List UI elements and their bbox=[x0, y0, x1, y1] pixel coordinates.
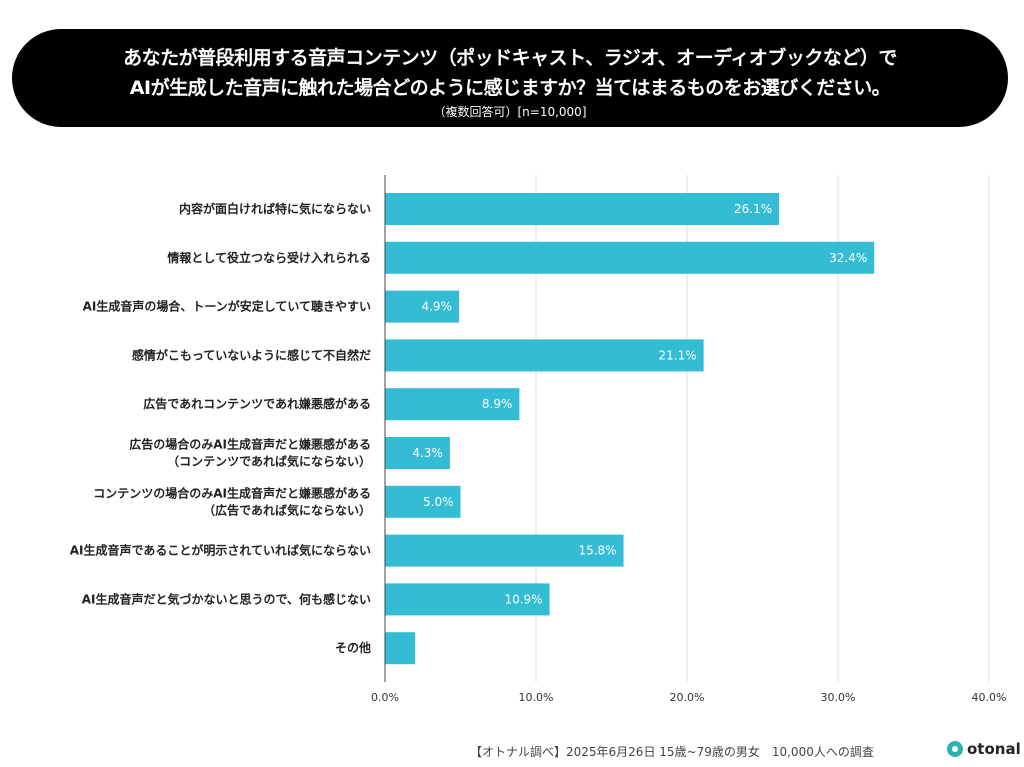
data-label: 10.9% bbox=[504, 592, 542, 606]
data-label: 4.3% bbox=[412, 446, 443, 460]
bar bbox=[385, 534, 624, 567]
bar bbox=[385, 193, 780, 225]
title-line-2: AIが生成した音声に触れた場合どのように感じますか？当てはまるものをお選びくださ… bbox=[129, 77, 891, 99]
source-note: 【オトナル調べ】2025年6月26日 15歳~79歳の男女 10,000人への調… bbox=[470, 745, 874, 759]
category-label: 内容が面白ければ特に気にならない bbox=[179, 201, 371, 216]
bar bbox=[385, 290, 459, 323]
category-label: （コンテンツであれば気にならない） bbox=[167, 454, 371, 469]
category-label: その他 bbox=[335, 640, 371, 655]
category-label: 感情がこもっていないように感じて不自然だ bbox=[132, 347, 371, 362]
x-tick-label: 0.0% bbox=[371, 691, 399, 704]
bar bbox=[385, 437, 450, 469]
title-subtitle: （複数回答可）[n=10,000] bbox=[433, 105, 587, 119]
data-label: 15.8% bbox=[578, 544, 616, 558]
logo-icon bbox=[947, 741, 963, 757]
x-tick-label: 40.0% bbox=[972, 691, 1007, 704]
category-label: コンテンツの場合のみAI生成音声だと嫌悪感がある bbox=[93, 485, 371, 500]
data-label: 5.0% bbox=[423, 495, 454, 509]
category-label: AI生成音声だと気づかないと思うので、何も感じない bbox=[82, 591, 371, 606]
data-label: 4.9% bbox=[421, 300, 452, 314]
bar bbox=[385, 241, 875, 274]
bar bbox=[385, 583, 550, 616]
bar bbox=[385, 485, 461, 518]
category-label: 広告の場合のみAI生成音声だと嫌悪感がある bbox=[129, 437, 371, 452]
logo-text: otonal bbox=[967, 740, 1021, 758]
otonal-logo: otonal bbox=[947, 740, 1021, 758]
data-label: 26.1% bbox=[734, 202, 772, 216]
category-label: （広告であれば気にならない） bbox=[203, 502, 371, 517]
bar bbox=[385, 632, 416, 665]
bar bbox=[385, 388, 520, 421]
x-tick-label: 30.0% bbox=[821, 691, 856, 704]
bar bbox=[385, 339, 704, 372]
category-label: 情報として役立つなら受け入れられる bbox=[167, 250, 371, 265]
title-line-1: あなたが普段利用する音声コンテンツ（ポッドキャスト、ラジオ、オーディオブックなど… bbox=[123, 47, 897, 69]
category-label: AI生成音声であることが明示されていれば気にならない bbox=[70, 543, 371, 558]
data-label: 8.9% bbox=[482, 397, 513, 411]
category-label: AI生成音声の場合、トーンが安定していて聴きやすい bbox=[83, 299, 371, 314]
x-tick-label: 20.0% bbox=[670, 691, 705, 704]
x-tick-label: 10.0% bbox=[519, 691, 554, 704]
data-label: 32.4% bbox=[829, 251, 867, 265]
data-label: 21.1% bbox=[658, 348, 696, 362]
title-banner: あなたが普段利用する音声コンテンツ（ポッドキャスト、ラジオ、オーディオブックなど… bbox=[12, 29, 1008, 127]
category-label: 広告であれコンテンツであれ嫌悪感がある bbox=[143, 396, 371, 411]
